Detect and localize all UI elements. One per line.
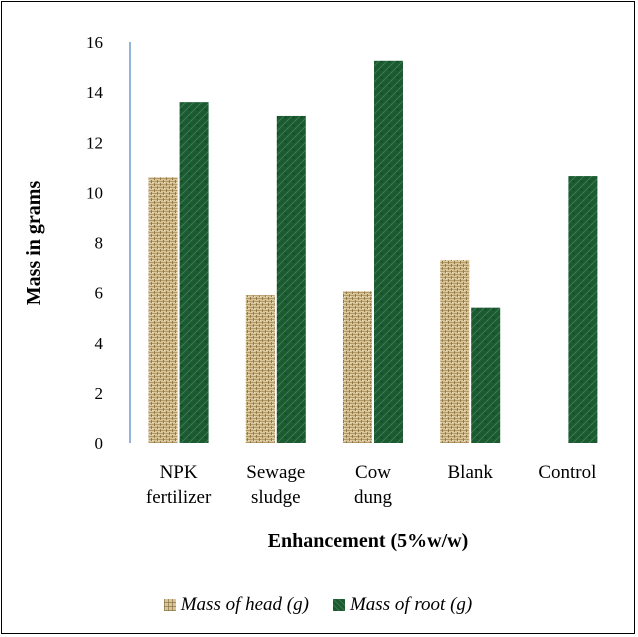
y-axis-title: Mass in grams	[23, 181, 45, 306]
y-tick-label: 16	[86, 33, 103, 52]
legend-label-head: Mass of head (g)	[180, 594, 309, 615]
y-tick-label: 8	[95, 234, 104, 253]
legend: Mass of head (g) Mass of root (g)	[0, 594, 636, 616]
x-axis-title: Enhancement (5%w/w)	[268, 530, 469, 552]
bar-root-2	[374, 60, 403, 443]
bar-root-0	[179, 102, 209, 444]
y-tick-label: 2	[95, 384, 104, 403]
bar-root-4	[568, 176, 598, 443]
y-tick-label: 10	[86, 183, 103, 202]
x-tick-label: NPK	[160, 462, 198, 483]
y-tick-label: 4	[95, 334, 104, 353]
y-tick-label: 0	[95, 434, 104, 453]
legend-swatch-root	[332, 599, 345, 611]
bar-head-0	[148, 177, 178, 443]
bar-chart: 0 2 4 6 8 10 12 14 16 NPK fertilizer Sewage sludge C…	[23, 33, 598, 552]
y-tick-label: 6	[95, 284, 104, 303]
legend-item-head: Mass of head (g)	[163, 594, 309, 616]
bar-root-1	[276, 115, 306, 443]
x-tick-label: Blank	[448, 462, 494, 483]
y-tick-label: 12	[86, 133, 103, 152]
legend-swatch-head	[163, 599, 176, 611]
bar-head-1	[245, 295, 275, 443]
legend-item-root: Mass of root (g)	[332, 594, 473, 616]
bars-group	[148, 60, 598, 444]
y-tick-label: 14	[86, 83, 104, 102]
x-tick-label: Cow	[355, 462, 391, 483]
bar-head-2	[343, 291, 372, 443]
x-tick-label: dung	[354, 487, 393, 508]
x-tick-label: fertilizer	[146, 487, 212, 508]
x-tick-label: Control	[538, 462, 596, 483]
x-tick-label: sludge	[251, 487, 301, 508]
bar-root-3	[471, 307, 501, 443]
bar-head-3	[440, 260, 470, 443]
x-axis-tick-labels: NPK fertilizer Sewage sludge Cow dung Blank Con…	[146, 462, 597, 508]
legend-label-root: Mass of root (g)	[349, 594, 473, 615]
x-tick-label: Sewage	[246, 462, 305, 483]
y-axis-ticks: 0 2 4 6 8 10 12 14 16	[86, 33, 104, 453]
